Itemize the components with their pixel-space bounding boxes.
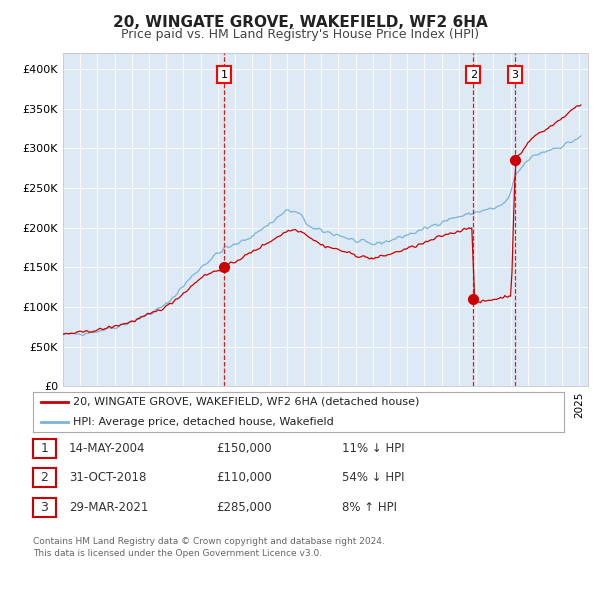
- Text: 11% ↓ HPI: 11% ↓ HPI: [342, 442, 404, 455]
- Text: 29-MAR-2021: 29-MAR-2021: [69, 501, 148, 514]
- Text: 14-MAY-2004: 14-MAY-2004: [69, 442, 146, 455]
- Text: 3: 3: [40, 501, 49, 514]
- Text: 2: 2: [40, 471, 49, 484]
- Text: 3: 3: [511, 70, 518, 80]
- Text: 20, WINGATE GROVE, WAKEFIELD, WF2 6HA (detached house): 20, WINGATE GROVE, WAKEFIELD, WF2 6HA (d…: [73, 397, 419, 407]
- Text: 20, WINGATE GROVE, WAKEFIELD, WF2 6HA: 20, WINGATE GROVE, WAKEFIELD, WF2 6HA: [113, 15, 487, 30]
- Text: £150,000: £150,000: [216, 442, 272, 455]
- Text: £285,000: £285,000: [216, 501, 272, 514]
- Text: Contains HM Land Registry data © Crown copyright and database right 2024.: Contains HM Land Registry data © Crown c…: [33, 537, 385, 546]
- Text: 8% ↑ HPI: 8% ↑ HPI: [342, 501, 397, 514]
- Text: 54% ↓ HPI: 54% ↓ HPI: [342, 471, 404, 484]
- Text: 1: 1: [221, 70, 228, 80]
- Text: 2: 2: [470, 70, 477, 80]
- Text: 31-OCT-2018: 31-OCT-2018: [69, 471, 146, 484]
- Text: This data is licensed under the Open Government Licence v3.0.: This data is licensed under the Open Gov…: [33, 549, 322, 558]
- Text: £110,000: £110,000: [216, 471, 272, 484]
- Text: HPI: Average price, detached house, Wakefield: HPI: Average price, detached house, Wake…: [73, 417, 334, 427]
- Text: 1: 1: [40, 442, 49, 455]
- Text: Price paid vs. HM Land Registry's House Price Index (HPI): Price paid vs. HM Land Registry's House …: [121, 28, 479, 41]
